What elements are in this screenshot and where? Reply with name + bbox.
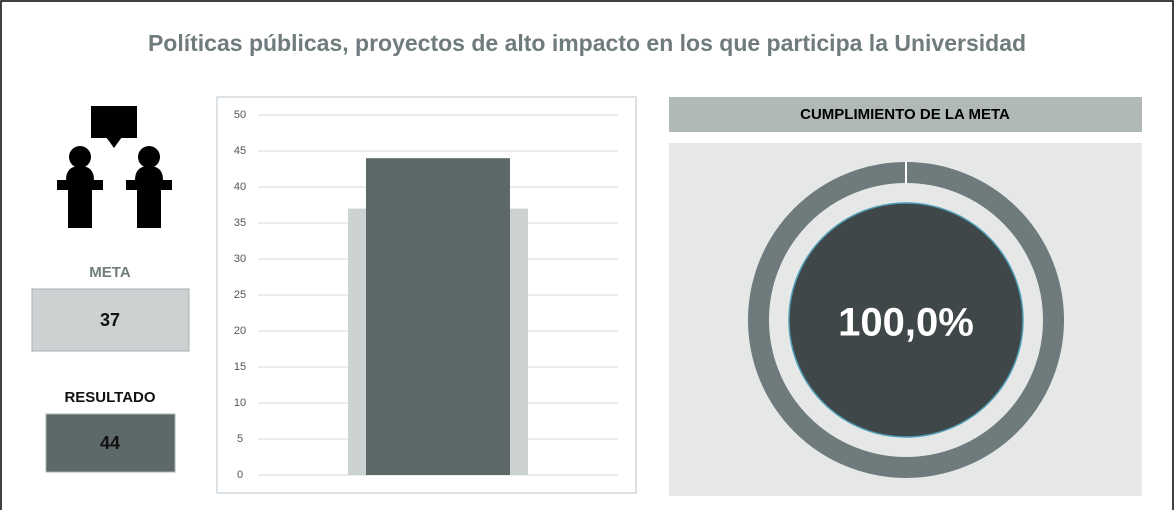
meta-box <box>31 288 190 352</box>
speech-tail <box>106 137 122 148</box>
y-tick-label: 45 <box>234 145 246 157</box>
body <box>135 166 163 180</box>
speech-bubble <box>91 106 137 138</box>
resultado-box <box>45 413 176 473</box>
donut-value-label: 100,0% <box>838 301 974 345</box>
y-tick-label: 50 <box>234 109 246 121</box>
body <box>66 166 94 180</box>
podium <box>137 190 161 228</box>
donut-title: CUMPLIMIENTO DE LA META <box>800 106 1010 123</box>
y-tick-label: 0 <box>237 469 243 481</box>
podium-top <box>126 180 172 190</box>
y-tick-label: 15 <box>234 361 246 373</box>
head <box>138 146 160 168</box>
y-tick-label: 25 <box>234 289 246 301</box>
podium <box>68 190 92 228</box>
icon <box>57 106 172 228</box>
y-tick-label: 30 <box>234 253 246 265</box>
y-tick-label: 35 <box>234 217 246 229</box>
y-tick-label: 40 <box>234 181 246 193</box>
y-tick-label: 5 <box>237 433 243 445</box>
meta-label: META <box>89 264 131 281</box>
page-title: Políticas públicas, proyectos de alto im… <box>148 30 1026 56</box>
resultado-label: RESULTADO <box>64 389 155 406</box>
y-tick-label: 10 <box>234 397 246 409</box>
head <box>69 146 91 168</box>
donut-header <box>669 97 1142 132</box>
donut-center <box>788 202 1024 438</box>
meta-value: 37 <box>100 310 120 330</box>
podium-top <box>57 180 103 190</box>
resultado-value: 44 <box>100 433 120 453</box>
y-tick-label: 20 <box>234 325 246 337</box>
bar <box>366 158 510 475</box>
